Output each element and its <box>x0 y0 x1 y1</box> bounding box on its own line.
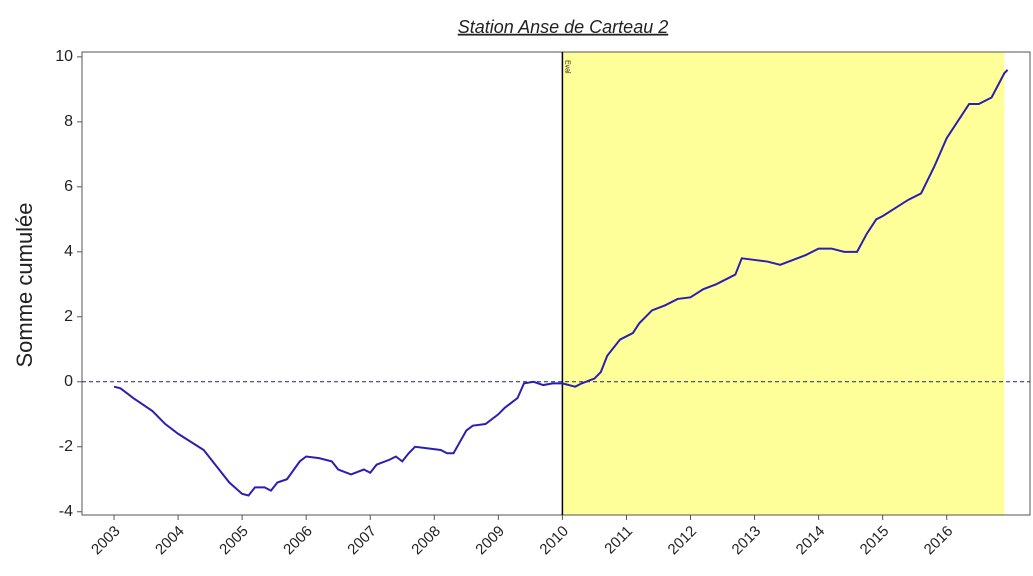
x-tick-label: 2012 <box>665 523 701 559</box>
y-tick-label: -4 <box>59 503 73 520</box>
y-tick-label: -2 <box>59 438 73 455</box>
x-tick-label: 2013 <box>729 523 765 559</box>
annotation: Eval <box>564 60 571 74</box>
shaded-region <box>562 52 1005 515</box>
y-tick-label: 2 <box>64 308 73 325</box>
y-tick-label: 8 <box>64 113 73 130</box>
x-tick-label: 2007 <box>344 523 380 559</box>
y-tick-label: 10 <box>55 48 73 65</box>
y-axis-label: Somme cumulée <box>12 202 37 367</box>
x-tick-label: 2006 <box>280 523 316 559</box>
x-tick-label: 2008 <box>408 523 444 559</box>
y-tick-label: 0 <box>64 373 73 390</box>
x-tick-label: 2011 <box>601 523 636 558</box>
y-tick-label: 6 <box>64 178 73 195</box>
y-tick-label: 4 <box>64 243 73 260</box>
x-tick-label: 2005 <box>216 523 252 559</box>
chart-title: Station Anse de Carteau 2 <box>458 17 668 37</box>
plot-frame <box>81 51 1031 516</box>
x-tick-label: 2004 <box>152 523 188 559</box>
x-tick-label: 2010 <box>536 523 572 559</box>
data-line <box>113 69 1009 497</box>
x-tick-label: 2014 <box>793 523 829 559</box>
x-tick-label: 2003 <box>88 523 124 559</box>
x-tick-label: 2015 <box>857 523 893 559</box>
x-tick-label: 2016 <box>921 523 957 559</box>
x-tick-label: 2009 <box>472 523 508 559</box>
